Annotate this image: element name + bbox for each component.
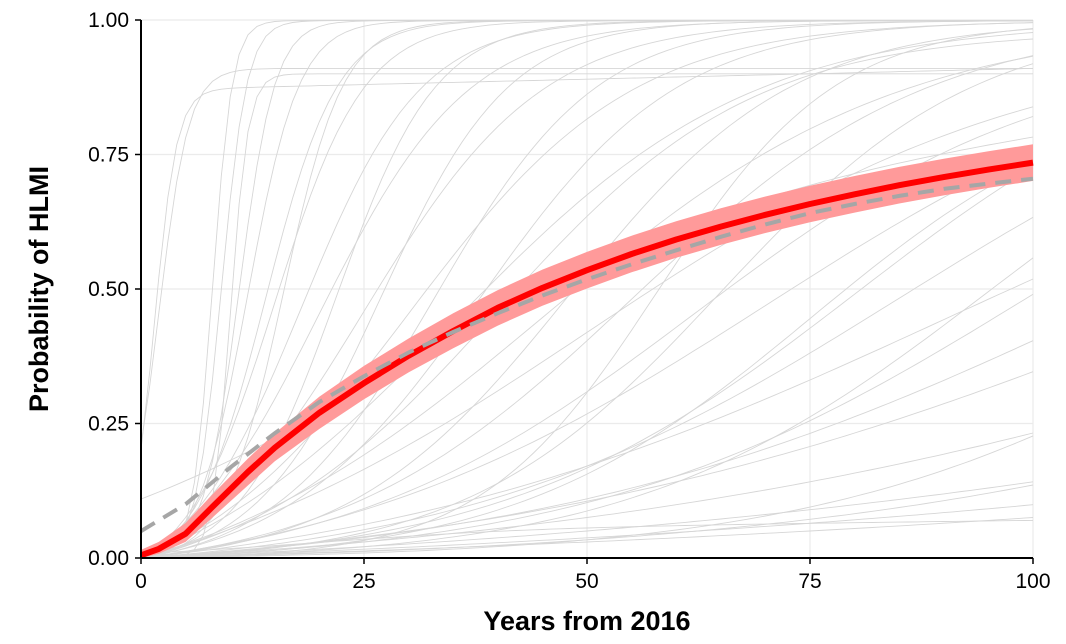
dashed-forecast-line <box>139 176 1034 533</box>
y-tick-label: 1.00 <box>88 9 129 32</box>
individual-curve <box>140 481 1034 559</box>
y-tick-label: 0.00 <box>88 547 129 570</box>
x-tick-label: 25 <box>352 570 375 593</box>
aggregate-forecast-line <box>139 159 1034 559</box>
confidence-band-layer <box>141 144 1033 559</box>
y-axis-title: Probability of HLMI <box>24 166 54 412</box>
confidence-band <box>141 144 1033 559</box>
y-tick-label: 0.50 <box>88 278 129 301</box>
individual-curve <box>140 20 1033 559</box>
individual-curve <box>140 106 1034 559</box>
individual-curve <box>140 519 1034 554</box>
y-tick-label: 0.75 <box>88 144 129 167</box>
individual-curve <box>140 67 1034 450</box>
individual-curve <box>140 67 1033 445</box>
gridlines <box>140 19 1034 559</box>
individual-curve <box>140 432 1034 559</box>
individual-curve <box>140 340 1034 559</box>
individual-curve <box>140 371 1034 559</box>
individual-curve <box>141 73 1033 559</box>
x-tick-label: 0 <box>135 570 147 593</box>
individual-curve <box>140 293 1034 559</box>
x-tick-label: 75 <box>798 570 821 593</box>
individual-curve <box>140 20 1033 559</box>
y-tick-label: 0.25 <box>88 413 129 436</box>
individual-forecast-curves <box>140 20 1034 559</box>
individual-curve <box>140 152 1034 559</box>
individual-curve <box>140 22 1034 559</box>
x-axis-title: Years from 2016 <box>483 606 690 636</box>
aggregate-series-layer <box>139 159 1034 559</box>
x-tick-label: 100 <box>1015 570 1050 593</box>
individual-curve <box>140 32 1034 559</box>
individual-curve <box>140 278 1034 559</box>
tick-labels: 0.00 0.25 0.50 0.75 1.00 0 25 50 75 100 <box>88 9 1050 593</box>
axes <box>135 19 1034 564</box>
x-tick-label: 50 <box>575 570 598 593</box>
individual-curve <box>140 504 1034 559</box>
individual-curve <box>140 55 1034 559</box>
individual-curve <box>140 484 1034 559</box>
individual-curve <box>140 517 1034 559</box>
